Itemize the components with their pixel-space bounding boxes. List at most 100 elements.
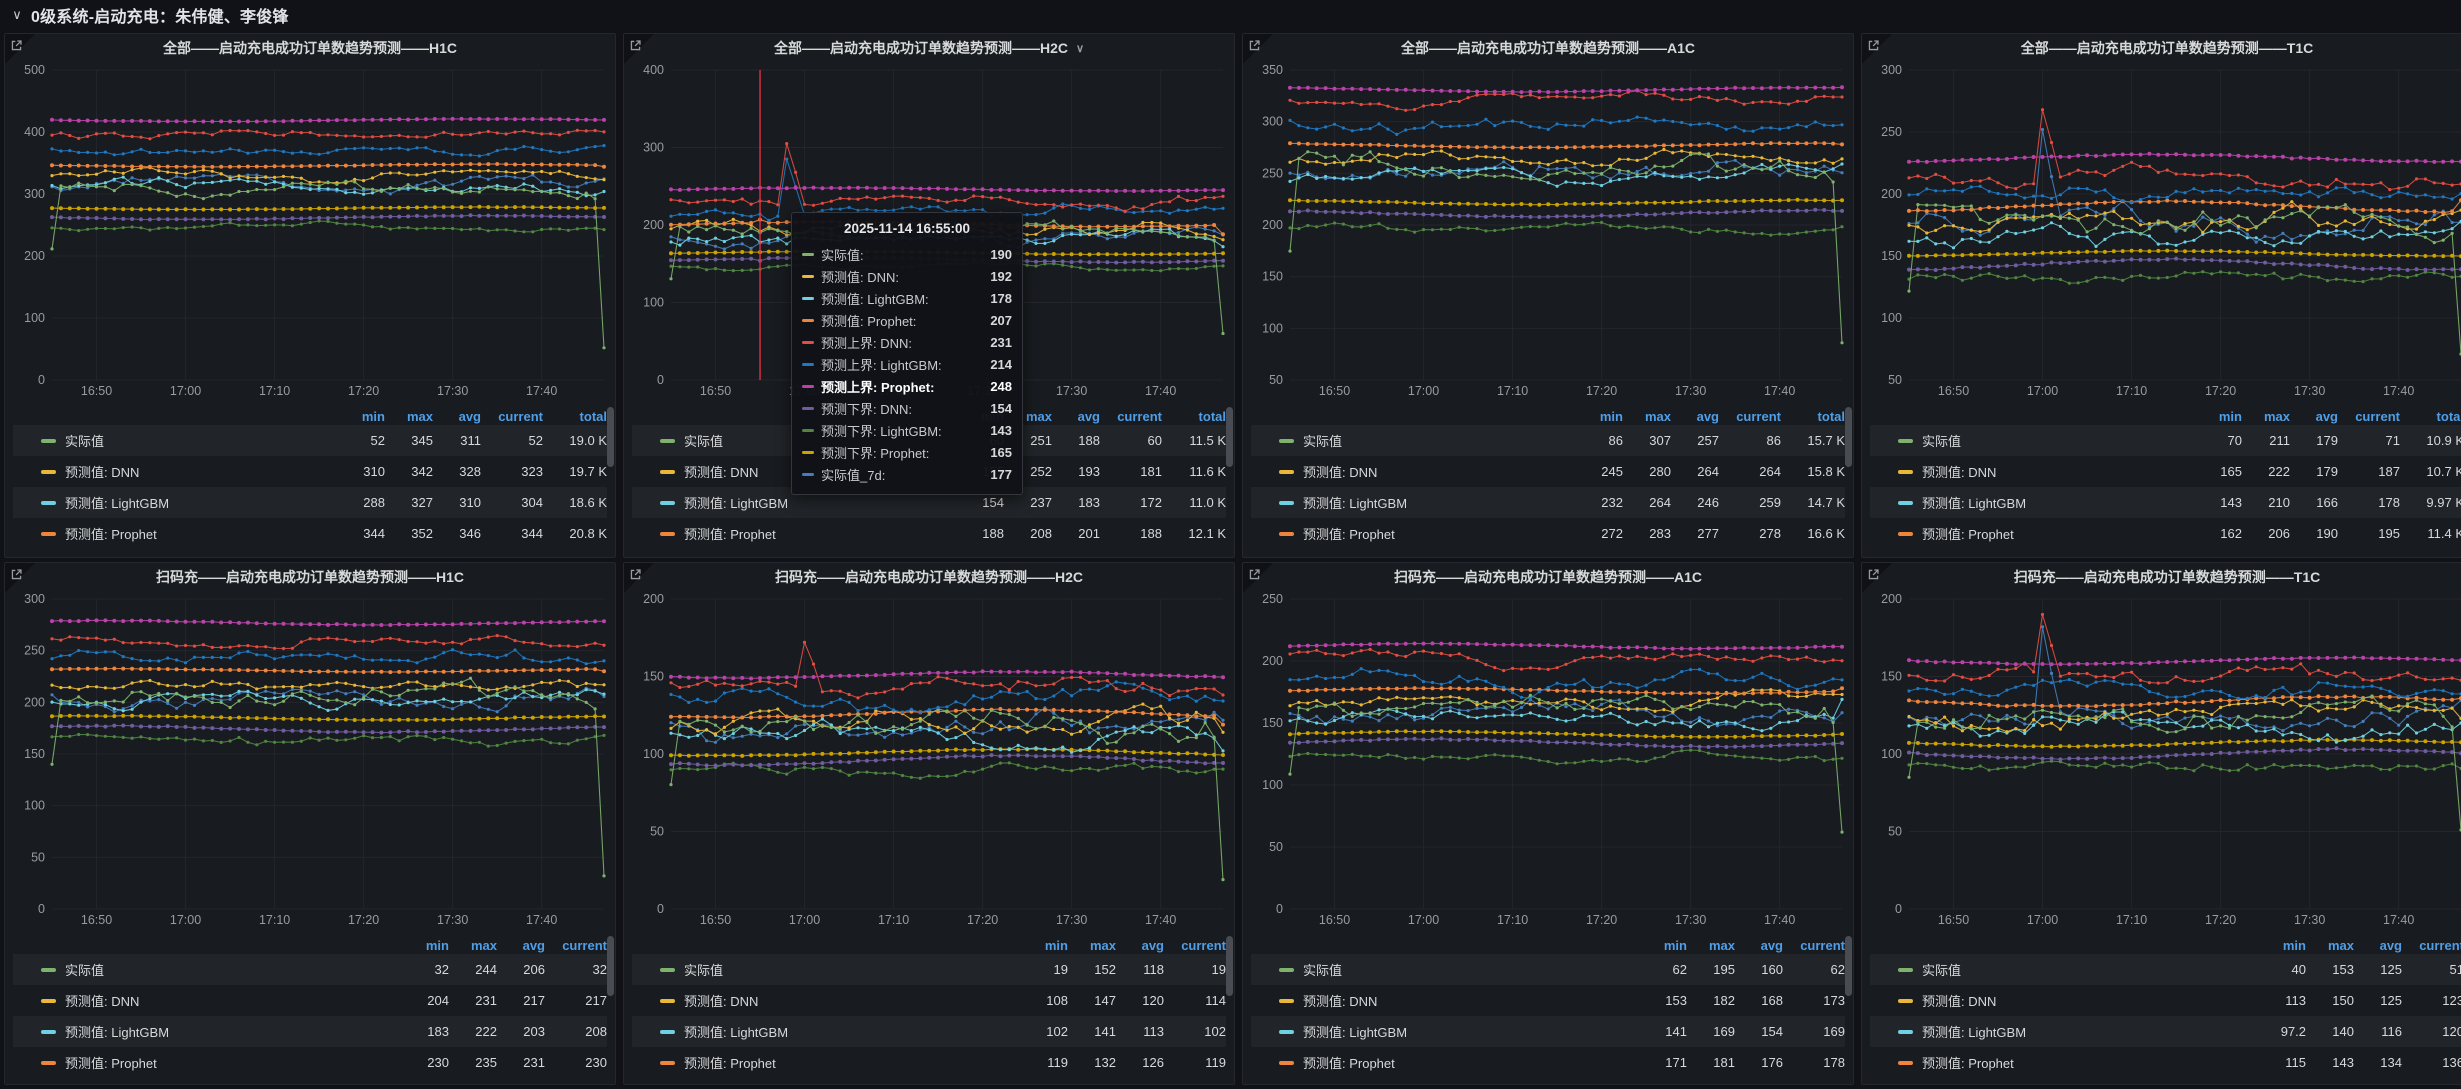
- external-link-icon[interactable]: [1867, 39, 1880, 52]
- svg-text:350: 350: [1262, 63, 1283, 77]
- time-series-chart[interactable]: 010020030040050016:5017:0017:1017:2017:3…: [12, 62, 610, 400]
- legend-column-header[interactable]: avg: [433, 409, 481, 424]
- panel-title[interactable]: 全部——启动充电成功订单数趋势预测——T1C: [1862, 34, 2461, 62]
- legend-scrollbar[interactable]: [1226, 936, 1233, 996]
- legend-scrollbar[interactable]: [1845, 407, 1852, 467]
- legend-series-label[interactable]: 预测值: Prophet: [13, 1053, 401, 1072]
- time-series-chart[interactable]: 05010015020025030016:5017:0017:1017:2017…: [12, 591, 610, 929]
- legend-column-header[interactable]: avg: [1052, 409, 1100, 424]
- time-series-chart[interactable]: 5010015020025030016:5017:0017:1017:2017:…: [1869, 62, 2461, 400]
- legend-column-header[interactable]: avg: [2354, 938, 2402, 953]
- legend-column-header[interactable]: min: [1575, 409, 1623, 424]
- legend-series-label[interactable]: 预测值: Prophet: [13, 524, 337, 543]
- legend-series-label[interactable]: 预测值: LightGBM: [13, 1022, 401, 1041]
- legend-series-label[interactable]: 实际值: [1251, 431, 1575, 450]
- panel-title[interactable]: 全部——启动充电成功订单数趋势预测——H1C: [5, 34, 615, 62]
- panel-title[interactable]: 扫码充——启动充电成功订单数趋势预测——H2C: [624, 563, 1234, 591]
- legend-column-header[interactable]: max: [2242, 409, 2290, 424]
- legend-column-header[interactable]: avg: [1735, 938, 1783, 953]
- panel-title[interactable]: 扫码充——启动充电成功订单数趋势预测——H1C: [5, 563, 615, 591]
- legend-scrollbar[interactable]: [607, 936, 614, 996]
- legend-column-header[interactable]: current: [1164, 938, 1226, 953]
- legend-series-label[interactable]: 预测值: DNN: [1251, 991, 1639, 1010]
- legend-series-label[interactable]: 预测值: Prophet: [1870, 1053, 2258, 1072]
- legend-column-header[interactable]: avg: [497, 938, 545, 953]
- legend-column-header[interactable]: min: [1020, 938, 1068, 953]
- legend-scrollbar[interactable]: [607, 407, 614, 467]
- legend-column-header[interactable]: current: [1719, 409, 1781, 424]
- section-collapse-icon[interactable]: ∨: [10, 7, 24, 23]
- external-link-icon[interactable]: [1248, 568, 1261, 581]
- legend-column-header[interactable]: min: [2258, 938, 2306, 953]
- legend-series-label[interactable]: 实际值: [1870, 960, 2258, 979]
- legend-column-header[interactable]: current: [1100, 409, 1162, 424]
- legend-series-label[interactable]: 预测值: LightGBM: [1251, 1022, 1639, 1041]
- panel-title[interactable]: 扫码充——启动充电成功订单数趋势预测——A1C: [1243, 563, 1853, 591]
- legend-column-header[interactable]: total: [2400, 409, 2461, 424]
- legend-column-header[interactable]: max: [449, 938, 497, 953]
- time-series-chart[interactable]: 05010015020016:5017:0017:1017:2017:3017:…: [631, 591, 1229, 929]
- legend-series-label[interactable]: 实际值: [13, 960, 401, 979]
- legend-series-label[interactable]: 预测值: DNN: [13, 462, 337, 481]
- legend-series-label[interactable]: 实际值: [13, 431, 337, 450]
- legend-series-label[interactable]: 预测值: DNN: [632, 991, 1020, 1010]
- legend-series-label[interactable]: 预测值: LightGBM: [632, 1022, 1020, 1041]
- legend-column-header[interactable]: current: [545, 938, 607, 953]
- chart-area: 05010015020016:5017:0017:1017:2017:3017:…: [624, 591, 1234, 934]
- legend-scrollbar[interactable]: [1226, 407, 1233, 467]
- legend-column-header[interactable]: max: [1623, 409, 1671, 424]
- legend-column-header[interactable]: max: [1687, 938, 1735, 953]
- legend-series-label[interactable]: 预测值: DNN: [1870, 462, 2194, 481]
- legend-series-label[interactable]: 预测值: Prophet: [632, 1053, 1020, 1072]
- legend-column-header[interactable]: avg: [1116, 938, 1164, 953]
- legend-series-label[interactable]: 预测值: Prophet: [632, 524, 956, 543]
- legend-series-label[interactable]: 预测值: LightGBM: [1251, 493, 1575, 512]
- legend-series-label[interactable]: 预测值: LightGBM: [1870, 493, 2194, 512]
- legend-column-header[interactable]: current: [481, 409, 543, 424]
- external-link-icon[interactable]: [1867, 568, 1880, 581]
- legend-column-header[interactable]: max: [1068, 938, 1116, 953]
- external-link-icon[interactable]: [10, 39, 23, 52]
- legend-column-header[interactable]: avg: [2290, 409, 2338, 424]
- time-series-chart[interactable]: 05010015020016:5017:0017:1017:2017:3017:…: [1869, 591, 2461, 929]
- legend-column-header[interactable]: min: [337, 409, 385, 424]
- legend-column-header[interactable]: current: [2402, 938, 2461, 953]
- legend-series-label[interactable]: 预测值: LightGBM: [13, 493, 337, 512]
- legend-column-header[interactable]: total: [543, 409, 607, 424]
- legend-series-label[interactable]: 预测值: Prophet: [1251, 1053, 1639, 1072]
- section-title[interactable]: 0级系统-启动充电：朱伟健、李俊锋: [31, 3, 289, 27]
- legend-column-header[interactable]: min: [401, 938, 449, 953]
- legend-series-label[interactable]: 预测值: Prophet: [1251, 524, 1575, 543]
- time-series-chart[interactable]: 05010015020025016:5017:0017:1017:2017:30…: [1250, 591, 1848, 929]
- external-link-icon[interactable]: [10, 568, 23, 581]
- panel-title[interactable]: 扫码充——启动充电成功订单数趋势预测——T1C: [1862, 563, 2461, 591]
- external-link-icon[interactable]: [629, 39, 642, 52]
- legend-column-header[interactable]: max: [385, 409, 433, 424]
- legend-series-label[interactable]: 预测值: DNN: [1251, 462, 1575, 481]
- legend-value: 154: [1735, 1024, 1783, 1039]
- legend-column-header[interactable]: current: [1783, 938, 1845, 953]
- chevron-down-icon[interactable]: ∨: [1076, 42, 1084, 55]
- legend-series-label[interactable]: 预测值: LightGBM: [632, 493, 956, 512]
- panel-title[interactable]: 全部——启动充电成功订单数趋势预测——H2C∨: [624, 34, 1234, 62]
- legend-series-label[interactable]: 实际值: [1870, 431, 2194, 450]
- legend-column-header[interactable]: avg: [1671, 409, 1719, 424]
- legend-series-label[interactable]: 预测值: Prophet: [1870, 524, 2194, 543]
- time-series-chart[interactable]: 5010015020025030035016:5017:0017:1017:20…: [1250, 62, 1848, 400]
- legend-column-header[interactable]: total: [1162, 409, 1226, 424]
- legend-series-label[interactable]: 预测值: DNN: [13, 991, 401, 1010]
- external-link-icon[interactable]: [1248, 39, 1261, 52]
- legend-series-label[interactable]: 实际值: [632, 960, 1020, 979]
- legend-column-header[interactable]: current: [2338, 409, 2400, 424]
- series-color-swatch: [1898, 999, 1913, 1003]
- legend-series-label[interactable]: 实际值: [1251, 960, 1639, 979]
- panel-title[interactable]: 全部——启动充电成功订单数趋势预测——A1C: [1243, 34, 1853, 62]
- legend-series-label[interactable]: 预测值: LightGBM: [1870, 1022, 2258, 1041]
- legend-scrollbar[interactable]: [1845, 936, 1852, 996]
- legend-column-header[interactable]: min: [1639, 938, 1687, 953]
- legend-column-header[interactable]: min: [2194, 409, 2242, 424]
- legend-series-label[interactable]: 预测值: DNN: [1870, 991, 2258, 1010]
- external-link-icon[interactable]: [629, 568, 642, 581]
- legend-column-header[interactable]: total: [1781, 409, 1845, 424]
- legend-column-header[interactable]: max: [2306, 938, 2354, 953]
